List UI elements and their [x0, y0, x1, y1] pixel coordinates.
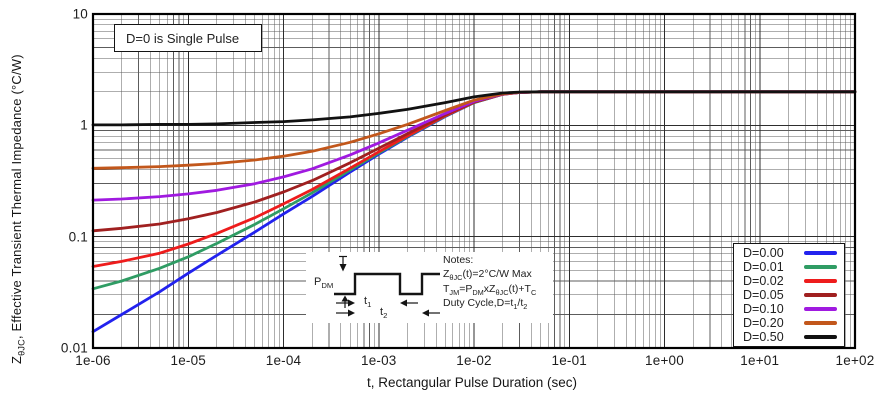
down-arrow-icon [339, 264, 347, 272]
t1-right-arrow-icon [348, 299, 355, 307]
legend-item-label: D=0.10 [743, 302, 784, 316]
legend-item: D=0.05 [743, 288, 837, 302]
x-tick-label: 1e-02 [456, 353, 492, 368]
legend-item-label: D=0.01 [743, 260, 784, 274]
legend-item: D=0.00 [743, 246, 837, 260]
pulse-waveform-inset: PDM t1 t2 Notes: ZθJC(t)=2°C/W Max TJM=PD… [306, 252, 553, 323]
legend: D=0.00 D=0.01 D=0.02 D=0.05 D=0.10 D=0.20 D=0.… [733, 243, 845, 347]
legend-swatch-line [804, 279, 837, 283]
legend-item-label: D=0.02 [743, 274, 784, 288]
legend-item: D=0.01 [743, 260, 837, 274]
y-tick-label: 0.01 [60, 340, 88, 356]
x-tick-label: 1e-06 [75, 353, 111, 368]
legend-swatch-line [804, 293, 837, 297]
legend-item: D=0.50 [743, 330, 837, 344]
legend-item-label: D=0.50 [743, 330, 784, 344]
up-arrow-icon [341, 295, 349, 302]
pulse-waveform-diagram [334, 255, 440, 317]
pdm-label: PDM [314, 276, 334, 291]
notes-line: Duty Cycle,D=t1/t2 [443, 296, 528, 311]
t2-right-arrow-icon [348, 309, 355, 317]
x-tick-label: 1e+02 [835, 353, 875, 368]
pulse-waveform-line [334, 272, 440, 296]
legend-item-label: D=0.05 [743, 288, 784, 302]
x-tick-label: 1e-05 [170, 353, 207, 368]
notes-lines: ZθJC(t)=2°C/W Max TJM=PDMxZθJC(t)+TC Duty … [443, 267, 536, 310]
legend-item: D=0.10 [743, 302, 837, 316]
x-tick-label: 1e+01 [740, 353, 780, 368]
legend-item-label: D=0.20 [743, 316, 784, 330]
legend-item: D=0.02 [743, 274, 837, 288]
notes-line: ZθJC(t)=2°C/W Max [443, 268, 532, 283]
legend-item: D=0.20 [743, 316, 837, 330]
x-tick-label: 1e+00 [645, 353, 684, 368]
x-tick-label: 1e-01 [551, 353, 588, 368]
x-axis-label: t, Rectangular Pulse Duration (sec) [366, 375, 578, 390]
notes-line: TJM=PDMxZθJC(t)+TC [443, 282, 537, 297]
t2-label: t2 [380, 306, 388, 321]
legend-swatch-line [804, 265, 837, 269]
x-tick-label: 1e-04 [265, 353, 302, 368]
notes-title: Notes: [443, 254, 474, 266]
y-tick-label: 10 [72, 6, 88, 22]
legend-swatch-line [804, 335, 837, 339]
legend-swatch-line [804, 321, 837, 325]
annotation-single-pulse: D=0 is Single Pulse [114, 24, 262, 52]
y-tick-label: 1 [80, 117, 88, 133]
legend-swatch-line [804, 307, 837, 311]
y-tick-label: 0.1 [68, 229, 88, 245]
notes-block: Notes: ZθJC(t)=2°C/W Max TJM=PDMxZθJC(t)+… [443, 253, 536, 310]
annotation-single-pulse-text: D=0 is Single Pulse [126, 30, 240, 46]
t1-label: t1 [364, 295, 372, 310]
y-axis-label: ZθJC, Effective Transient Thermal Impeda… [9, 54, 27, 364]
t1-left-arrow-icon [400, 299, 407, 307]
x-tick-label: 1e-03 [360, 353, 397, 368]
legend-item-label: D=0.00 [743, 246, 784, 260]
t2-left-arrow-icon [422, 309, 429, 317]
curve-d-0-50 [91, 90, 857, 127]
plot-frame [91, 12, 857, 350]
legend-swatch-line [804, 251, 837, 255]
